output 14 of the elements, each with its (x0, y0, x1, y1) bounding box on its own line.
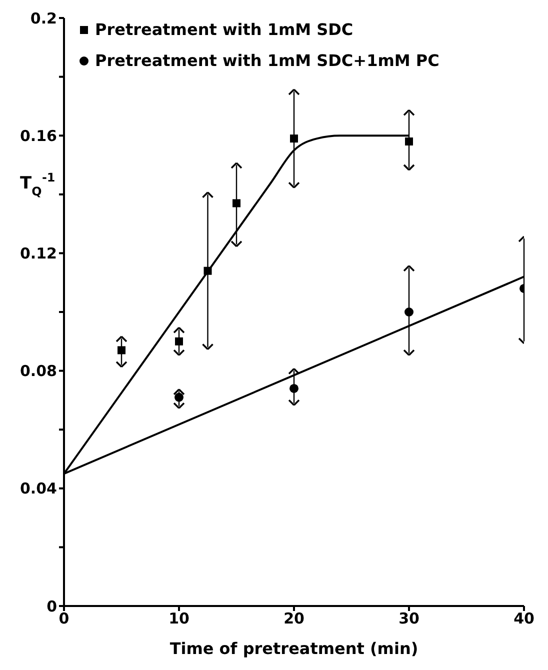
legend-label: Pretreatment with 1mM SDC (95, 20, 354, 39)
y-tick-label: 0.08 (20, 362, 57, 380)
x-tick-label: 10 (168, 610, 190, 628)
x-tick-label: 40 (514, 610, 534, 628)
x-tick-label: 30 (398, 610, 420, 628)
y-tick-label: 0.12 (20, 244, 57, 263)
y-tick-label: 0.2 (30, 9, 57, 28)
x-tick-label: 0 (58, 610, 70, 628)
y-tick-label: 0.04 (20, 480, 57, 498)
x-axis-title: Time of pretreatment (min) (170, 639, 418, 658)
x-tick-label: 20 (284, 610, 304, 628)
legend-label: Pretreatment with 1mM SDC+1mM PC (95, 51, 440, 70)
y-tick-label: 0.16 (20, 126, 57, 145)
y-tick-label: 0 (46, 597, 57, 616)
